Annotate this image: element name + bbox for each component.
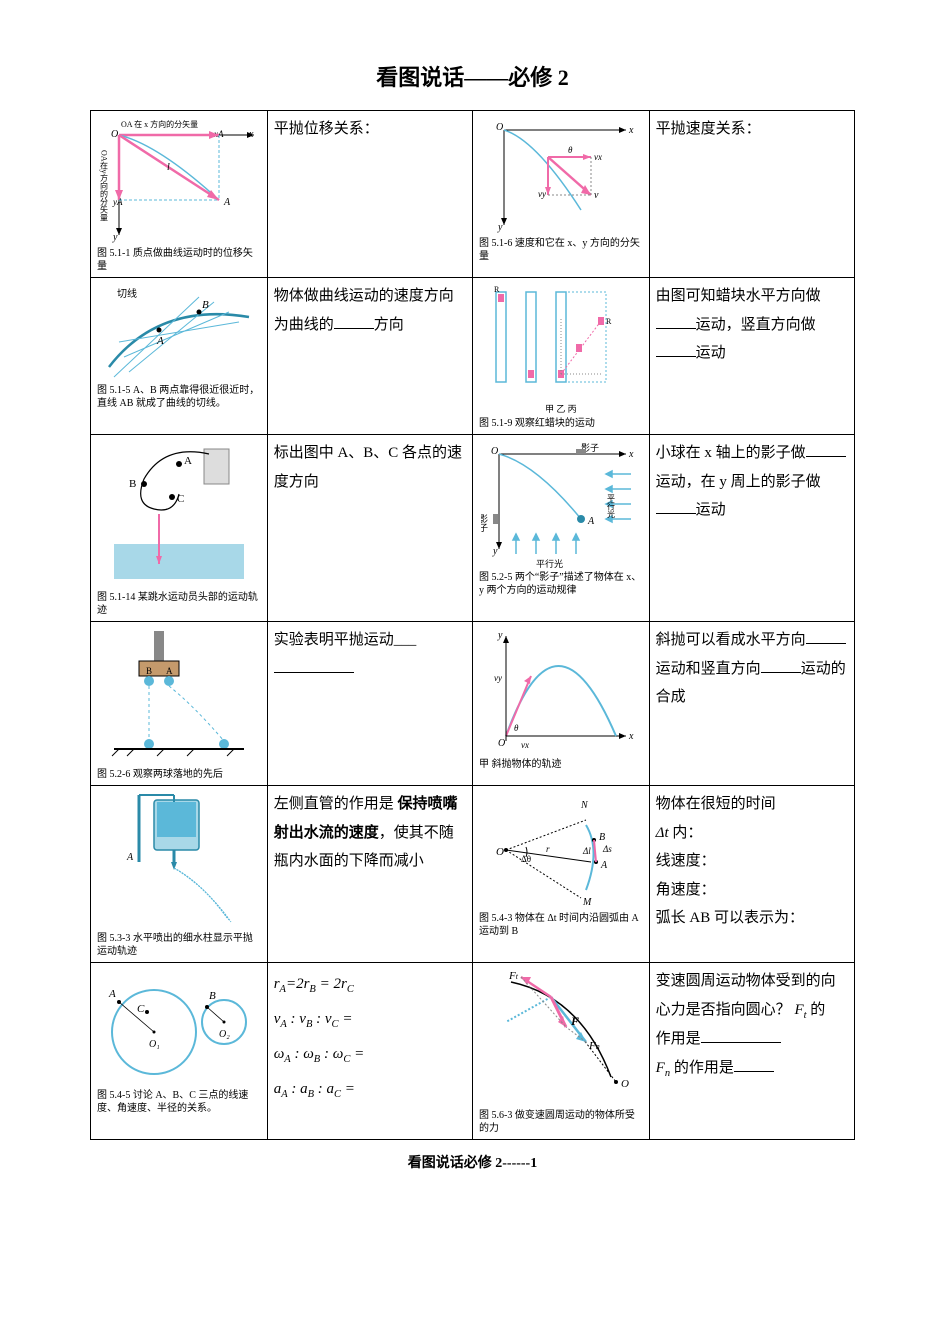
svg-text:vx: vx [521, 740, 529, 750]
svg-text:Ft: Ft [508, 970, 519, 982]
svg-text:y: y [492, 546, 498, 557]
svg-text:R: R [606, 317, 612, 326]
fig-5-4-3: O N r M B A Δl Δs Δθ 图 5.4-3 物体在 Δt 时间内沿… [472, 786, 649, 963]
svg-text:x: x [628, 125, 634, 136]
caption-5-1-9: 图 5.1-9 观察红蜡块的运动 [479, 417, 643, 430]
svg-text:y: y [497, 222, 503, 233]
fig-5-1-14: A B C 图 5.1-14 某跳水运动员头部的运动轨迹 [91, 435, 268, 622]
svg-text:yA: yA [112, 197, 123, 207]
svg-text:平行光: 平行光 [606, 494, 615, 519]
caption-5-2-6: 图 5.2-6 观察两球落地的先后 [97, 768, 261, 781]
svg-text:B: B [146, 666, 152, 676]
svg-text:O: O [498, 738, 505, 749]
caption-5-1-6: 图 5.1-6 速度和它在 x、y 方向的分矢量 [479, 237, 643, 263]
svg-text:O: O [496, 846, 504, 858]
worksheet-table: OA 在 x 方向的分矢量 xA x O y OA在y方向的分矢量 yA l A… [90, 110, 855, 1140]
svg-text:θ: θ [568, 145, 573, 155]
fig-5-2-5: O x 影子 y 影子 A 平行光 平行光 图 5.2-5 两个“影子”描述了物… [472, 435, 649, 622]
svg-text:Fn: Fn [588, 1040, 600, 1052]
svg-text:A: A [587, 516, 595, 527]
svg-text:vy: vy [538, 189, 546, 199]
svg-text:B: B [599, 832, 605, 843]
svg-text:y: y [497, 630, 503, 641]
page-title: 看图说话——必修 2 [90, 60, 855, 92]
fig-5-1-6: O x y vx θ vy v 图 5.1-6 速度和它在 x、y 方向的分矢量 [472, 111, 649, 278]
svg-text:r: r [546, 844, 550, 854]
fig-5-6-3: O Ft Fn F 图 5.6-3 做变速圆周运动的物体所受的力 [472, 963, 649, 1140]
svg-text:A: A [108, 988, 116, 1000]
svg-text:Δθ: Δθ [521, 854, 531, 864]
svg-text:vy: vy [494, 673, 502, 683]
svg-text:A: A [223, 197, 231, 208]
text-r2c2: 物体做曲线运动的速度方向为曲线的方向 [267, 278, 472, 435]
text-r4c4: 斜抛可以看成水平方向运动和竖直方向运动的合成 [649, 622, 854, 786]
fig-5-4-5: O₁ A C O₂ B 图 5.4-5 讨论 A、B、C 三点的线速度、角速度、… [91, 963, 268, 1140]
fig-5-1-9: R R 甲 乙 丙 图 5.1-9 观察红蜡块的运动 [472, 278, 649, 435]
caption-parabola: 甲 斜抛物体的轨迹 [479, 758, 643, 771]
text-r5c4: 物体在很短的时间 Δt 内： 线速度： 角速度： 弧长 AB 可以表示为： [649, 786, 854, 963]
caption-5-4-5: 图 5.4-5 讨论 A、B、C 三点的线速度、角速度、半径的关系。 [97, 1089, 261, 1115]
text-r3c2: 标出图中 A、B、C 各点的速度方向 [267, 435, 472, 622]
caption-5-1-1: 图 5.1-1 质点做曲线运动时的位移矢量 [97, 247, 261, 273]
svg-text:Δl: Δl [582, 846, 591, 856]
svg-text:C: C [137, 1003, 145, 1015]
text-r5c2: 左侧直管的作用是 保持喷嘴射出水流的速度，使其不随瓶内水面的下降而减小 [267, 786, 472, 963]
fig-5-3-3: A 图 5.3-3 水平喷出的细水柱显示平抛运动轨迹 [91, 786, 268, 963]
oa-x-label: OA 在 x 方向的分矢量 [121, 119, 198, 129]
svg-text:N: N [580, 800, 589, 811]
svg-text:x: x [628, 449, 634, 460]
svg-text:A: A [600, 860, 608, 871]
svg-text:Δs: Δs [602, 844, 612, 854]
fig-5-1-1: OA 在 x 方向的分矢量 xA x O y OA在y方向的分矢量 yA l A… [91, 111, 268, 278]
svg-text:A: A [156, 335, 164, 347]
svg-text:B: B [209, 990, 216, 1002]
svg-text:O₂: O₂ [219, 1029, 230, 1040]
caption-5-1-5: 图 5.1-5 A、B 两点靠得很近很近时，直线 AB 就成了曲线的切线。 [97, 384, 261, 410]
text-r1c2: 平抛位移关系： [267, 111, 472, 278]
svg-text:OA在y方向的分矢量: OA在y方向的分矢量 [99, 150, 108, 222]
text-r6c2: rA=2rB = 2rC vA : vB : vC = ωA : ωB : ωC… [267, 963, 472, 1140]
svg-text:R: R [494, 285, 500, 294]
fig-parabola: x y O vy θ vx 甲 斜抛物体的轨迹 [472, 622, 649, 786]
fig-5-1-5: 切线 A B 图 5.1-5 A、B 两点靠得很近很近时，直线 AB 就成了曲线… [91, 278, 268, 435]
svg-text:F: F [570, 1014, 579, 1028]
svg-text:C: C [177, 493, 184, 505]
svg-text:切线: 切线 [117, 287, 137, 300]
caption-5-6-3: 图 5.6-3 做变速圆周运动的物体所受的力 [479, 1109, 643, 1135]
svg-text:B: B [129, 478, 136, 490]
fig-5-2-6: B A 图 5.2-6 观察两球落地的先后 [91, 622, 268, 786]
svg-text:A: A [184, 455, 192, 467]
svg-text:O: O [111, 129, 118, 140]
page-footer: 看图说话必修 2------1 [90, 1152, 855, 1172]
text-r2c4: 由图可知蜡块水平方向做运动，竖直方向做运动 [649, 278, 854, 435]
svg-text:O: O [621, 1078, 629, 1090]
svg-text:v: v [594, 190, 599, 201]
text-r3c4: 小球在 x 轴上的影子做运动，在 y 周上的影子做运动 [649, 435, 854, 622]
caption-5-2-5: 图 5.2-5 两个“影子”描述了物体在 x、y 两个方向的运动规律 [479, 571, 643, 597]
caption-5-4-3: 图 5.4-3 物体在 Δt 时间内沿圆弧由 A 运动到 B [479, 912, 643, 938]
svg-text:B: B [202, 299, 209, 311]
svg-text:vx: vx [594, 152, 602, 162]
caption-5-1-14: 图 5.1-14 某跳水运动员头部的运动轨迹 [97, 591, 261, 617]
svg-text:O₁: O₁ [149, 1039, 160, 1050]
svg-text:平行光: 平行光 [536, 558, 563, 569]
caption-5-3-3: 图 5.3-3 水平喷出的细水柱显示平抛运动轨迹 [97, 932, 261, 958]
text-r1c4: 平抛速度关系： [649, 111, 854, 278]
svg-text:y: y [112, 232, 118, 243]
svg-text:影子: 影子 [481, 514, 488, 532]
text-r6c4: 变速圆周运动物体受到的向心力是否指向圆心？ Ft 的作用是 Fn 的作用是 [649, 963, 854, 1140]
text-r4c2: 实验表明平抛运动___ [267, 622, 472, 786]
svg-text:x: x [628, 731, 634, 742]
svg-text:M: M [582, 897, 592, 908]
svg-text:O: O [491, 446, 498, 457]
svg-text:θ: θ [514, 723, 519, 733]
svg-text:A: A [126, 852, 134, 863]
svg-text:l: l [167, 162, 170, 173]
svg-text:A: A [166, 666, 173, 676]
svg-text:O: O [496, 122, 503, 133]
